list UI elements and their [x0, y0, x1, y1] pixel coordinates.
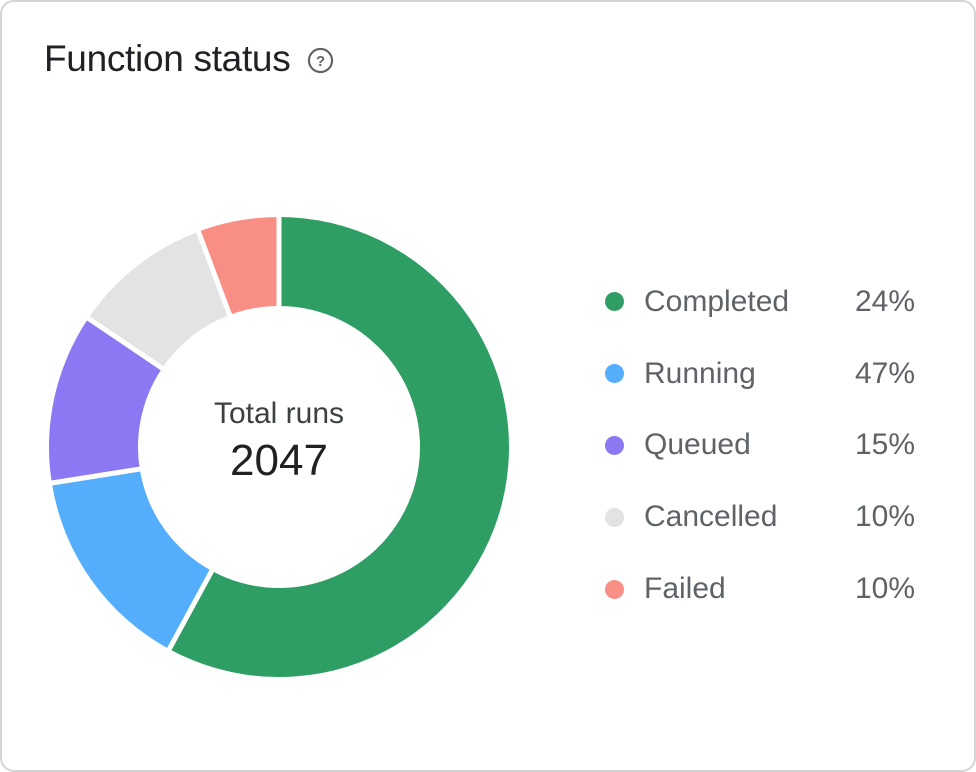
- legend-item-running[interactable]: Running 47%: [605, 338, 915, 410]
- chart-legend: Completed 24% Running 47% Queued 15% Cancelled…: [605, 266, 915, 625]
- legend-item-queued[interactable]: Queued 15%: [605, 410, 915, 482]
- legend-dot-running: [605, 364, 624, 384]
- legend-percent: 10%: [854, 500, 915, 534]
- slice-separator: [83, 314, 167, 373]
- card-header: Function status ?: [44, 38, 334, 80]
- slice-separator: [165, 566, 216, 654]
- donut-chart: Total runs 2047: [29, 197, 529, 697]
- legend-percent: 10%: [854, 572, 915, 606]
- legend-dot-queued: [605, 435, 624, 455]
- legend-dot-completed: [605, 292, 624, 312]
- donut-slice-failed[interactable]: [198, 217, 279, 315]
- help-icon[interactable]: ?: [307, 47, 334, 74]
- legend-label: Cancelled: [644, 500, 778, 534]
- legend-percent: 15%: [854, 428, 915, 462]
- slice-separator: [47, 465, 145, 487]
- card-title: Function status: [44, 38, 291, 79]
- legend-dot-cancelled: [605, 507, 624, 527]
- legend-dot-failed: [605, 579, 624, 599]
- legend-label: Running: [644, 356, 756, 390]
- donut-slice-queued[interactable]: [49, 318, 163, 483]
- legend-percent: 24%: [854, 284, 915, 318]
- donut-slice-cancelled[interactable]: [88, 231, 230, 369]
- legend-label: Failed: [644, 572, 726, 606]
- legend-item-completed[interactable]: Completed 24%: [605, 266, 915, 338]
- legend-label: Completed: [644, 284, 790, 318]
- legend-item-cancelled[interactable]: Cancelled 10%: [605, 481, 915, 553]
- slice-separator: [194, 226, 234, 320]
- legend-item-failed[interactable]: Failed 10%: [605, 553, 915, 625]
- donut-slice-completed[interactable]: [169, 217, 510, 678]
- legend-label: Queued: [644, 428, 751, 462]
- legend-percent: 47%: [854, 356, 915, 390]
- donut-slice-running[interactable]: [51, 469, 212, 650]
- svg-text:?: ?: [316, 53, 325, 70]
